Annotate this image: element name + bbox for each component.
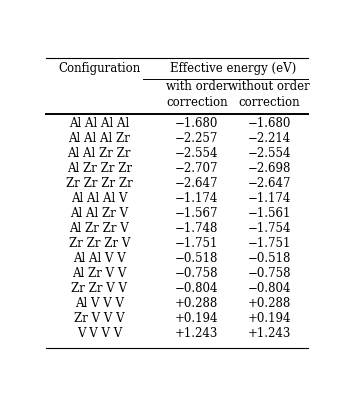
Text: −2.698: −2.698 xyxy=(247,162,291,175)
Text: −0.518: −0.518 xyxy=(175,252,218,265)
Text: +1.243: +1.243 xyxy=(247,327,291,340)
Text: −0.804: −0.804 xyxy=(247,282,291,295)
Text: −1.680: −1.680 xyxy=(247,117,291,130)
Text: −1.174: −1.174 xyxy=(247,192,291,205)
Text: −1.748: −1.748 xyxy=(175,222,218,235)
Text: −1.754: −1.754 xyxy=(247,222,291,235)
Text: Effective energy (eV): Effective energy (eV) xyxy=(170,62,296,75)
Text: Al V V V: Al V V V xyxy=(75,297,124,310)
Text: V V V V: V V V V xyxy=(77,327,122,340)
Text: −1.680: −1.680 xyxy=(175,117,218,130)
Text: −1.561: −1.561 xyxy=(247,207,291,220)
Text: −2.554: −2.554 xyxy=(247,147,291,160)
Text: Al Al Al Al: Al Al Al Al xyxy=(69,117,129,130)
Text: −2.214: −2.214 xyxy=(247,132,291,145)
Text: Al Al Zr Zr: Al Al Zr Zr xyxy=(68,147,131,160)
Text: Al Al Al V: Al Al Al V xyxy=(71,192,128,205)
Text: Al Zr V V: Al Zr V V xyxy=(72,267,127,280)
Text: +0.288: +0.288 xyxy=(175,297,218,310)
Text: +0.194: +0.194 xyxy=(247,312,291,325)
Text: Zr Zr Zr V: Zr Zr Zr V xyxy=(69,237,130,250)
Text: −2.257: −2.257 xyxy=(175,132,218,145)
Text: −1.567: −1.567 xyxy=(175,207,219,220)
Text: −2.647: −2.647 xyxy=(247,177,291,190)
Text: Al Al Zr V: Al Al Zr V xyxy=(70,207,128,220)
Text: −1.174: −1.174 xyxy=(175,192,218,205)
Text: with order
correction: with order correction xyxy=(166,80,228,109)
Text: Al Zr Zr Zr: Al Zr Zr Zr xyxy=(67,162,132,175)
Text: Al Al V V: Al Al V V xyxy=(73,252,126,265)
Text: Zr Zr Zr Zr: Zr Zr Zr Zr xyxy=(66,177,132,190)
Text: Zr Zr V V: Zr Zr V V xyxy=(71,282,127,295)
Text: −0.758: −0.758 xyxy=(247,267,291,280)
Text: −0.518: −0.518 xyxy=(247,252,291,265)
Text: −2.647: −2.647 xyxy=(175,177,219,190)
Text: +0.194: +0.194 xyxy=(175,312,219,325)
Text: −1.751: −1.751 xyxy=(175,237,218,250)
Text: +0.288: +0.288 xyxy=(247,297,291,310)
Text: +1.243: +1.243 xyxy=(175,327,218,340)
Text: Al Zr Zr V: Al Zr Zr V xyxy=(69,222,129,235)
Text: Al Al Al Zr: Al Al Al Zr xyxy=(68,132,130,145)
Text: −2.707: −2.707 xyxy=(175,162,219,175)
Text: −2.554: −2.554 xyxy=(175,147,219,160)
Text: Zr V V V: Zr V V V xyxy=(74,312,125,325)
Text: −0.758: −0.758 xyxy=(175,267,219,280)
Text: −1.751: −1.751 xyxy=(247,237,291,250)
Text: without order
correction: without order correction xyxy=(228,80,310,109)
Text: Configuration: Configuration xyxy=(58,62,140,75)
Text: −0.804: −0.804 xyxy=(175,282,219,295)
